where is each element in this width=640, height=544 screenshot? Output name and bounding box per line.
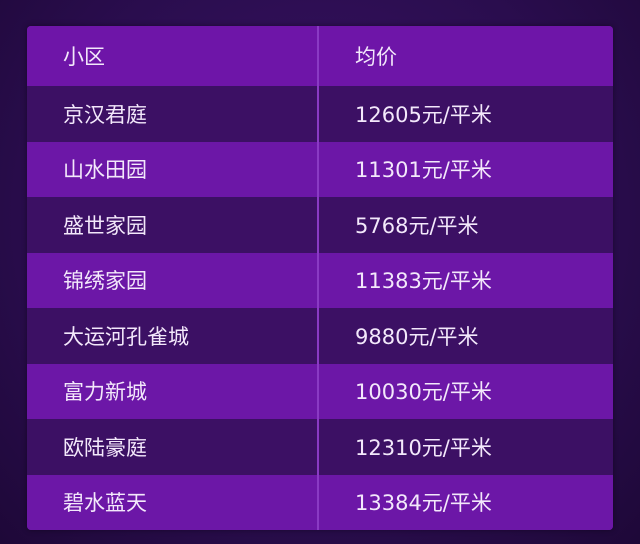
community-name: 盛世家园: [27, 197, 319, 253]
community-name: 锦绣家园: [27, 252, 319, 308]
table-row: 盛世家园 5768元/平米: [27, 197, 613, 253]
avg-price: 11301元/平米: [355, 158, 492, 183]
table-row: 富力新城 10030元/平米: [27, 363, 613, 419]
price-table: 小区 均价 京汉君庭 12605元/平米 山水田园 11301元/平米 盛世家园…: [27, 26, 613, 530]
community-name: 大运河孔雀城: [27, 308, 319, 364]
community-name: 山水田园: [27, 141, 319, 197]
avg-price: 12605元/平米: [355, 102, 492, 127]
avg-price: 9880元/平米: [355, 324, 479, 349]
table-row: 锦绣家园 11383元/平米: [27, 252, 613, 308]
table-row: 山水田园 11301元/平米: [27, 141, 613, 197]
community-name: 碧水蓝天: [27, 474, 319, 530]
avg-price: 10030元/平米: [355, 380, 492, 405]
table-row: 碧水蓝天 13384元/平米: [27, 474, 613, 530]
community-name: 京汉君庭: [27, 86, 319, 142]
avg-price: 12310元/平米: [355, 435, 492, 460]
table-row: 大运河孔雀城 9880元/平米: [27, 308, 613, 364]
community-name: 富力新城: [27, 363, 319, 419]
header-community: 小区: [27, 26, 319, 86]
header-avg-price: 均价: [355, 45, 397, 69]
avg-price: 11383元/平米: [355, 269, 492, 294]
table-header: 小区 均价: [27, 26, 613, 86]
community-name: 欧陆豪庭: [27, 419, 319, 475]
avg-price: 5768元/平米: [355, 213, 479, 238]
table-row: 京汉君庭 12605元/平米: [27, 86, 613, 142]
table-row: 欧陆豪庭 12310元/平米: [27, 419, 613, 475]
avg-price: 13384元/平米: [355, 491, 492, 516]
